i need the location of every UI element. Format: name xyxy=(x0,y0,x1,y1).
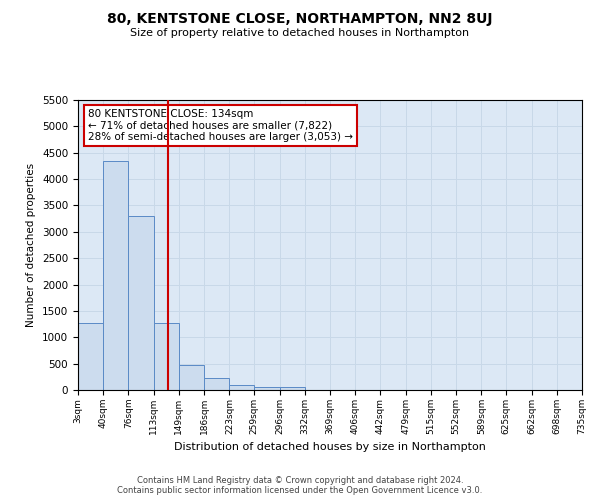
Bar xyxy=(128,216,154,390)
Bar xyxy=(103,160,128,390)
X-axis label: Distribution of detached houses by size in Northampton: Distribution of detached houses by size … xyxy=(174,442,486,452)
Bar xyxy=(204,378,229,390)
Bar xyxy=(254,387,280,390)
Text: 80, KENTSTONE CLOSE, NORTHAMPTON, NN2 8UJ: 80, KENTSTONE CLOSE, NORTHAMPTON, NN2 8U… xyxy=(107,12,493,26)
Y-axis label: Number of detached properties: Number of detached properties xyxy=(26,163,37,327)
Text: 80 KENTSTONE CLOSE: 134sqm
← 71% of detached houses are smaller (7,822)
28% of s: 80 KENTSTONE CLOSE: 134sqm ← 71% of deta… xyxy=(88,108,353,142)
Bar xyxy=(229,385,254,390)
Bar xyxy=(154,323,179,390)
Bar xyxy=(78,323,103,390)
Text: Size of property relative to detached houses in Northampton: Size of property relative to detached ho… xyxy=(130,28,470,38)
Text: Contains public sector information licensed under the Open Government Licence v3: Contains public sector information licen… xyxy=(118,486,482,495)
Bar xyxy=(280,388,305,390)
Text: Contains HM Land Registry data © Crown copyright and database right 2024.: Contains HM Land Registry data © Crown c… xyxy=(137,476,463,485)
Bar xyxy=(179,364,204,390)
